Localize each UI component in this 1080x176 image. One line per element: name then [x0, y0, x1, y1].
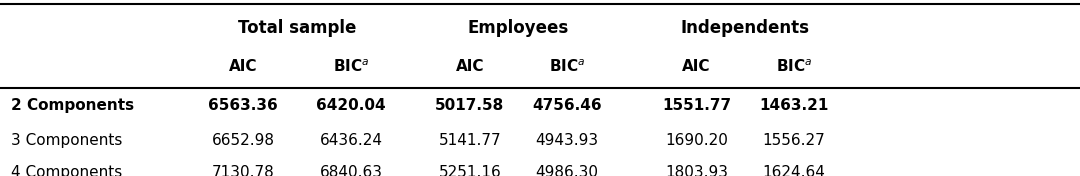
Text: 1624.64: 1624.64: [762, 165, 825, 176]
Text: 4 Components: 4 Components: [11, 165, 122, 176]
Text: 4986.30: 4986.30: [536, 165, 598, 176]
Text: AIC: AIC: [229, 59, 257, 74]
Text: 4943.93: 4943.93: [536, 133, 598, 148]
Text: 7130.78: 7130.78: [212, 165, 274, 176]
Text: BIC$^{a}$: BIC$^{a}$: [333, 59, 369, 75]
Text: 1690.20: 1690.20: [665, 133, 728, 148]
Text: 3 Components: 3 Components: [11, 133, 122, 148]
Text: BIC$^{a}$: BIC$^{a}$: [549, 59, 585, 75]
Text: 4756.46: 4756.46: [532, 98, 602, 113]
Text: 2 Components: 2 Components: [11, 98, 134, 113]
Text: BIC$^{a}$: BIC$^{a}$: [775, 59, 812, 75]
Text: 6563.36: 6563.36: [208, 98, 278, 113]
Text: 6840.63: 6840.63: [320, 165, 382, 176]
Text: Independents: Independents: [680, 19, 810, 37]
Text: 6436.24: 6436.24: [320, 133, 382, 148]
Text: 5141.77: 5141.77: [438, 133, 501, 148]
Text: 1556.27: 1556.27: [762, 133, 825, 148]
Text: Total sample: Total sample: [238, 19, 356, 37]
Text: 1551.77: 1551.77: [662, 98, 731, 113]
Text: AIC: AIC: [683, 59, 711, 74]
Text: Employees: Employees: [468, 19, 569, 37]
Text: 1803.93: 1803.93: [665, 165, 728, 176]
Text: 1463.21: 1463.21: [759, 98, 828, 113]
Text: 6420.04: 6420.04: [316, 98, 386, 113]
Text: AIC: AIC: [456, 59, 484, 74]
Text: 5251.16: 5251.16: [438, 165, 501, 176]
Text: 5017.58: 5017.58: [435, 98, 504, 113]
Text: 6652.98: 6652.98: [212, 133, 274, 148]
